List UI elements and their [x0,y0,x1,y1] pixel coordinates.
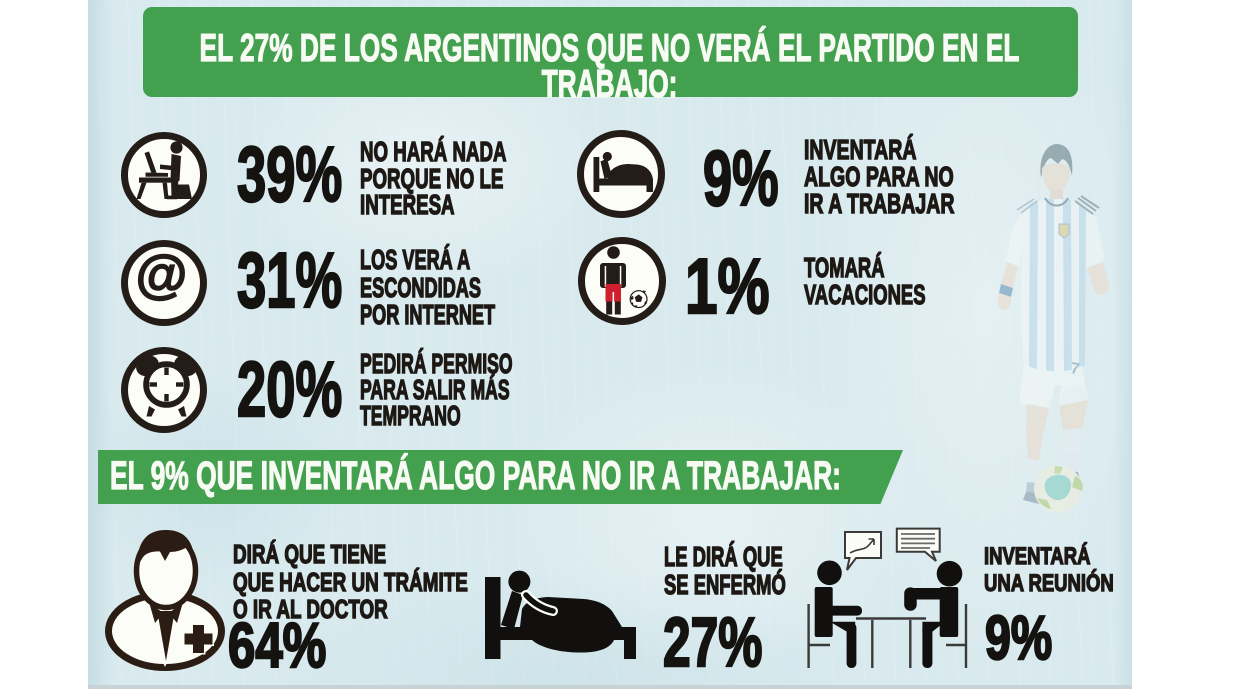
svg-text:7: 7 [1069,360,1080,378]
svg-text:@: @ [136,245,188,304]
